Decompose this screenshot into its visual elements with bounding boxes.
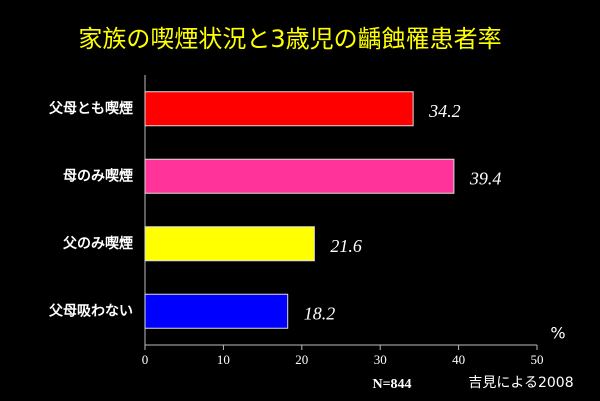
axis-label: %: [550, 324, 565, 343]
y-tick-label: 母のみ喫煙: [63, 167, 133, 184]
bar: [144, 91, 414, 127]
x-tick-label: 50: [531, 352, 544, 367]
value-label: 39.4: [469, 168, 502, 188]
x-tick-label: 40: [452, 352, 465, 367]
value-label: 21.6: [330, 236, 362, 256]
x-tick-label: 10: [217, 352, 230, 367]
value-label: 18.2: [304, 303, 336, 323]
y-tick-label: 父母とも喫煙: [48, 100, 133, 117]
y-tick-label: 父母吸わない: [48, 303, 133, 319]
chart-title: 家族の喫煙状況と3歳児の齲蝕罹患者率: [78, 25, 501, 53]
y-tick-label: 父のみ喫煙: [62, 235, 133, 252]
bar: [144, 158, 455, 194]
bar: [144, 293, 289, 329]
annotation: N=844: [372, 377, 411, 392]
x-tick-label: 0: [142, 352, 149, 367]
annotation: 吉見による2008: [468, 375, 573, 391]
x-tick-label: 30: [374, 352, 387, 367]
x-tick-label: 20: [295, 352, 308, 367]
value-label: 34.2: [428, 101, 461, 121]
bar: [144, 226, 315, 262]
